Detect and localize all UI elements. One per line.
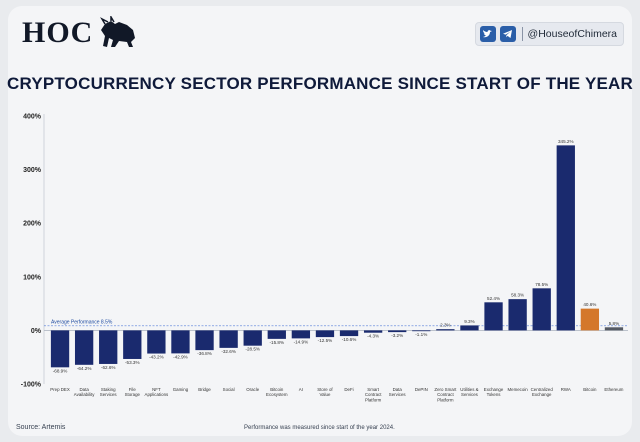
category-label: Utilities & Services [460,387,478,397]
bar [604,327,624,331]
telegram-icon[interactable] [499,26,516,42]
average-label: Average Performance 8.5% [51,319,113,325]
y-tick-label: 0% [31,328,42,335]
value-label: -68.9% [53,368,68,373]
social-divider [521,27,523,41]
category-label: Gaming [173,387,189,392]
value-label: 78.5% [535,282,548,287]
bar [580,308,600,331]
value-label: 9.3% [464,319,474,324]
category-label: Bridge [198,387,211,392]
social-handle[interactable]: @HouseofChimera [527,28,617,40]
bar [171,330,190,354]
value-label: -3.2% [391,333,403,338]
chart-card [8,6,632,436]
source-text: Source: Artemis [16,424,66,431]
y-tick-label: 100% [23,274,42,281]
value-label: 2.3% [440,323,450,328]
category-label: NFT Applications [145,387,169,397]
value-label: -36.8% [197,351,212,356]
value-label: -32.6% [221,349,236,354]
logo: HOC [22,16,139,50]
bar [219,330,238,348]
bar [532,288,551,331]
category-label: Oracle [246,387,259,392]
twitter-icon[interactable] [479,26,496,42]
bar [556,145,575,331]
value-label: -62.6% [101,365,116,370]
y-tick-label: 400% [23,114,42,121]
footnote: Performance was measured since start of … [244,425,395,431]
bar [460,325,479,331]
category-label: File Storage [125,387,141,397]
bar [99,330,118,364]
value-label: -53.3% [125,360,140,365]
bar [508,299,527,331]
category-label: Memecoin [507,387,528,392]
value-label: 52.4% [487,296,500,301]
bar [267,330,286,339]
bar [315,330,335,338]
bar [50,330,70,368]
bar [243,330,262,346]
bar [195,330,214,351]
value-label: -1.1% [415,332,427,337]
value-label: -43.2% [149,355,164,360]
social-bar: @HouseofChimera [474,22,624,46]
bar [123,330,142,359]
category-label: RWA [561,387,571,392]
y-tick-label: -100% [21,382,42,389]
value-label: 345.2% [558,139,574,144]
category-label: Prep DEX [50,387,70,392]
category-label: Staking Services [100,387,118,397]
value-label: -12.5% [318,338,333,343]
bar [363,330,383,333]
category-label: Bitcoin [583,387,597,392]
value-label: 58.3% [511,293,524,298]
bar [412,330,431,332]
value-label: -64.2% [77,366,92,371]
category-label: Ethereum [604,387,623,392]
category-label: Data Services [389,387,407,397]
bar [147,330,166,354]
lion-icon [100,16,136,47]
bar [74,330,94,365]
bar [484,302,503,331]
y-tick-label: 300% [23,167,42,174]
bar [388,330,407,333]
category-label: AI [299,387,303,392]
category-label: Exchange Tokens [484,387,504,397]
category-label: Bitcoin Ecosystem [266,387,288,397]
category-label: Store of Value [317,387,333,397]
bar [436,329,455,331]
value-label: 40.6% [583,302,596,307]
logo-text: HOC [22,16,94,49]
y-tick-label: 200% [23,221,42,228]
value-label: -42.9% [173,354,188,359]
bar [339,330,359,337]
value-label: -28.5% [245,347,260,352]
category-label: Smart Contract Platform [365,387,382,402]
value-label: -15.8% [270,340,285,345]
category-label: Centralized Exchange [531,387,554,397]
value-label: -10.6% [342,337,357,342]
category-label: Social [223,387,235,392]
bar [291,330,311,339]
value-label: -4.3% [367,334,379,339]
value-label: 5.8% [609,321,619,326]
category-label: DePIN [415,387,428,392]
value-label: -14.9% [294,339,309,344]
category-label: Zero Smart Contract Platform [434,387,457,402]
category-label: DeFi [344,387,353,392]
chart-title: CRYPTOCURRENCY SECTOR PERFORMANCE SINCE … [7,74,633,93]
category-label: Data Availability [74,387,95,397]
